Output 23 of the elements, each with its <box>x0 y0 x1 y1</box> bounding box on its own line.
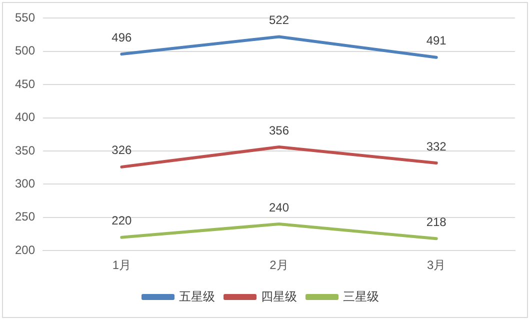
data-label: 491 <box>426 34 447 48</box>
y-tick-label: 300 <box>14 176 36 191</box>
y-tick-label: 400 <box>14 110 36 124</box>
data-label: 356 <box>268 123 290 138</box>
data-label: 326 <box>112 143 132 158</box>
y-tick-label: 200 <box>14 242 36 257</box>
y-tick-label: 550 <box>14 10 36 25</box>
data-label: 220 <box>112 214 132 228</box>
legend-label: 四星级 <box>261 289 297 304</box>
x-tick-label: 2月 <box>270 258 288 272</box>
x-tick-label: 1月 <box>112 258 132 272</box>
y-tick-label: 350 <box>14 143 36 158</box>
legend-label: 三星级 <box>343 289 379 304</box>
data-label: 522 <box>268 13 290 28</box>
y-tick-label: 500 <box>14 44 36 58</box>
data-label: 218 <box>426 214 447 229</box>
y-tick-label: 250 <box>14 210 36 224</box>
y-tick-label: 450 <box>14 76 36 91</box>
data-label: 496 <box>112 30 132 44</box>
data-label: 240 <box>268 200 290 214</box>
data-label: 332 <box>426 139 447 154</box>
legend-label: 五星级 <box>179 289 215 304</box>
x-tick-label: 3月 <box>426 258 446 272</box>
